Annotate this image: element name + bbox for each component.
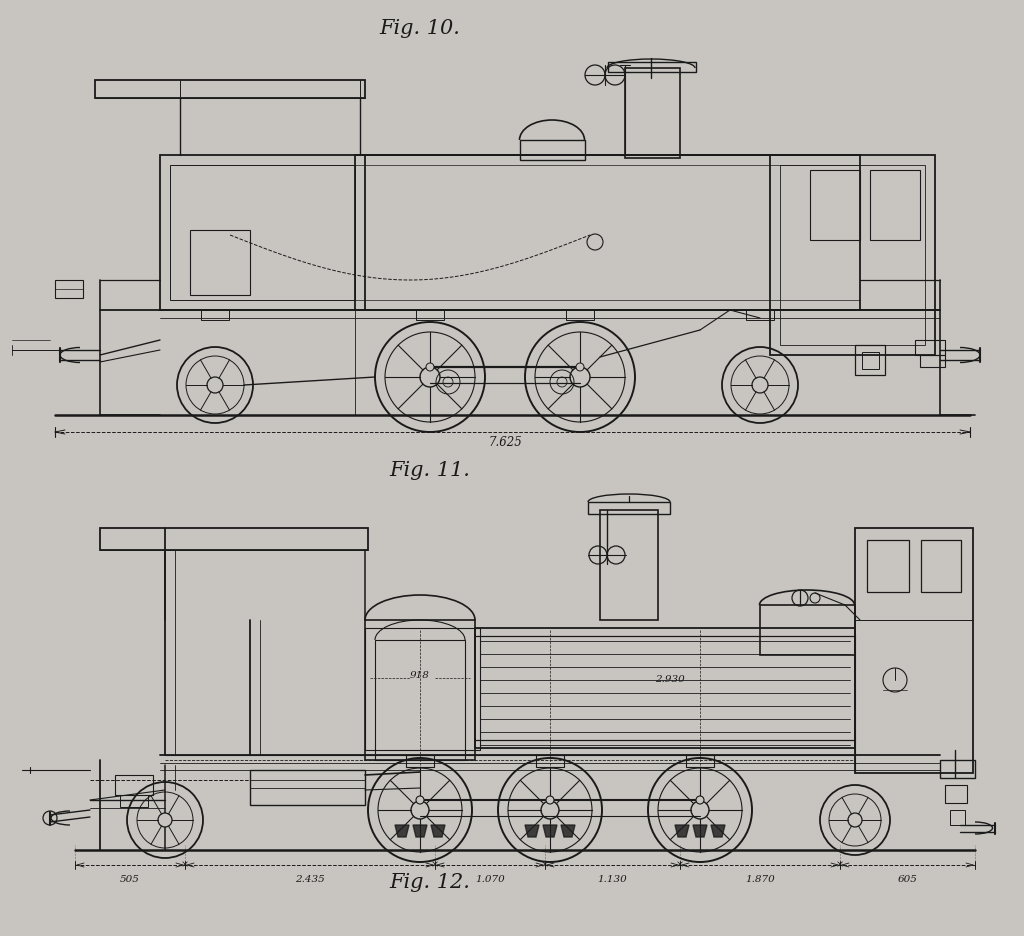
Circle shape: [691, 801, 709, 819]
Text: ×: ×: [541, 860, 549, 870]
Bar: [870, 170, 920, 240]
Circle shape: [158, 813, 172, 827]
Bar: [945, 785, 967, 803]
Bar: [201, 310, 229, 320]
Bar: [365, 620, 475, 760]
Bar: [600, 510, 658, 620]
Bar: [520, 140, 585, 160]
Text: 1.070: 1.070: [475, 874, 505, 884]
Bar: [950, 810, 965, 825]
Polygon shape: [395, 825, 409, 837]
Bar: [867, 540, 909, 592]
Bar: [915, 340, 945, 355]
Text: ×: ×: [676, 860, 684, 870]
Circle shape: [546, 796, 554, 804]
Bar: [365, 628, 480, 750]
Polygon shape: [693, 825, 707, 837]
Bar: [120, 795, 148, 807]
Circle shape: [207, 377, 223, 393]
Bar: [375, 640, 465, 760]
Bar: [746, 310, 774, 320]
Bar: [355, 155, 860, 310]
Polygon shape: [543, 825, 557, 837]
Bar: [170, 165, 355, 300]
Text: 2.930: 2.930: [655, 676, 685, 684]
Circle shape: [848, 813, 862, 827]
Text: 918: 918: [410, 670, 430, 680]
Text: Fig. 11.: Fig. 11.: [389, 461, 470, 479]
Circle shape: [420, 367, 440, 387]
Text: 1.870: 1.870: [745, 874, 775, 884]
Bar: [770, 155, 935, 355]
Circle shape: [411, 801, 429, 819]
Text: ×: ×: [431, 860, 439, 870]
Bar: [625, 68, 680, 158]
Bar: [920, 355, 945, 367]
Circle shape: [541, 801, 559, 819]
Circle shape: [570, 367, 590, 387]
Bar: [475, 628, 855, 748]
Circle shape: [752, 377, 768, 393]
Bar: [160, 155, 365, 310]
Bar: [810, 170, 860, 240]
Text: 1.130: 1.130: [598, 874, 628, 884]
Bar: [416, 310, 444, 320]
Polygon shape: [431, 825, 445, 837]
Bar: [608, 62, 696, 72]
Text: Fig. 10.: Fig. 10.: [380, 19, 461, 37]
Bar: [588, 502, 670, 514]
Circle shape: [696, 796, 705, 804]
Bar: [190, 230, 250, 295]
Bar: [115, 775, 153, 795]
Bar: [686, 755, 714, 767]
Polygon shape: [413, 825, 427, 837]
Text: ×: ×: [836, 860, 844, 870]
Text: 605: 605: [898, 874, 918, 884]
Polygon shape: [675, 825, 689, 837]
Bar: [250, 770, 365, 805]
Polygon shape: [561, 825, 575, 837]
Text: Fig. 12.: Fig. 12.: [389, 872, 470, 891]
Bar: [855, 528, 973, 773]
Circle shape: [426, 363, 434, 371]
Bar: [55, 280, 83, 298]
Polygon shape: [525, 825, 539, 837]
Bar: [100, 528, 368, 550]
Bar: [780, 165, 925, 345]
Text: 505: 505: [120, 874, 140, 884]
Bar: [566, 310, 594, 320]
Circle shape: [575, 363, 584, 371]
Text: ×: ×: [181, 860, 189, 870]
Text: 7.625: 7.625: [488, 435, 522, 448]
Bar: [536, 755, 564, 767]
Circle shape: [416, 796, 424, 804]
Bar: [940, 760, 975, 778]
Bar: [921, 540, 961, 592]
Polygon shape: [711, 825, 725, 837]
Bar: [855, 345, 885, 375]
Bar: [406, 755, 434, 767]
Bar: [862, 352, 879, 369]
Bar: [95, 80, 365, 98]
Bar: [760, 605, 855, 655]
Text: 2.435: 2.435: [295, 874, 325, 884]
